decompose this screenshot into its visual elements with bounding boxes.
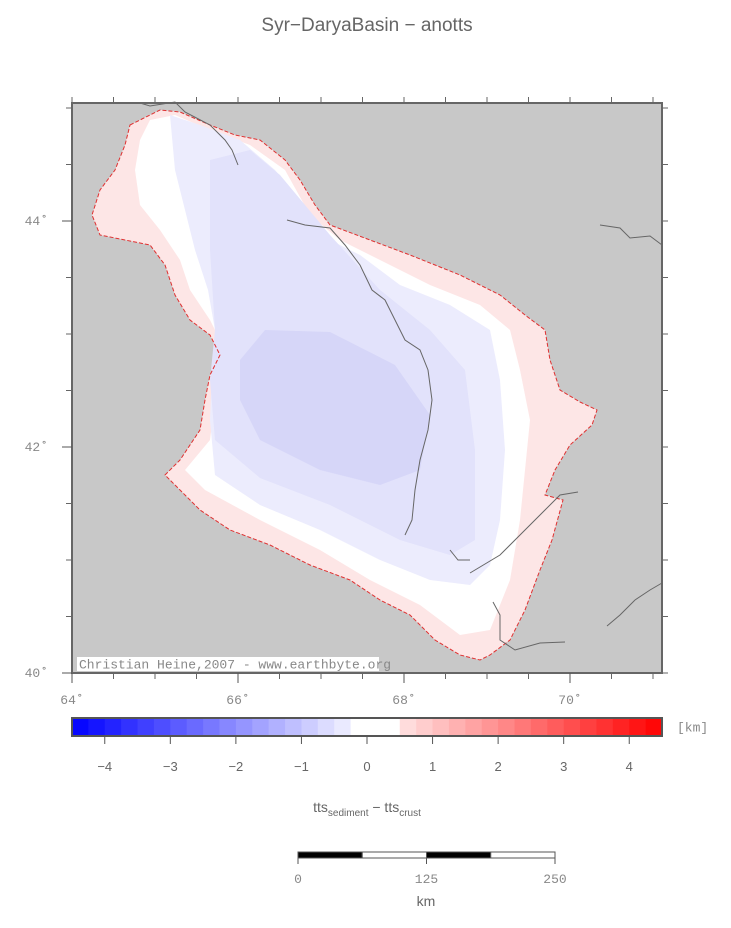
lon-tick-label: 64˚ bbox=[60, 693, 83, 708]
colorbar-unit: [km] bbox=[677, 720, 708, 735]
basin-outline bbox=[91, 109, 598, 661]
colorbar-swatch bbox=[153, 718, 171, 736]
colorbar-swatch bbox=[563, 718, 581, 736]
river bbox=[469, 491, 579, 574]
river bbox=[606, 582, 663, 627]
lat-tick-label: 44˚ bbox=[25, 214, 48, 229]
colorbar-swatch bbox=[399, 718, 417, 736]
colorbar bbox=[71, 718, 663, 736]
colorbar-swatch bbox=[530, 718, 548, 736]
basin-deep bbox=[240, 330, 430, 485]
colorbar-swatch bbox=[170, 718, 188, 736]
colorbar-swatch bbox=[285, 718, 302, 736]
colorbar-swatch bbox=[629, 718, 647, 736]
colorbar-swatch bbox=[121, 718, 139, 736]
colorbar-swatch bbox=[88, 718, 106, 736]
colorbar-label: ttssediment − ttscrust bbox=[313, 799, 421, 819]
colorbar-swatch bbox=[268, 718, 286, 736]
map-frame: Christian Heine,2007 - www.earthbyte.org bbox=[71, 101, 663, 674]
colorbar-swatch bbox=[514, 718, 532, 736]
colorbar-swatch bbox=[498, 718, 516, 736]
scale-tick-label: 250 bbox=[543, 872, 566, 887]
river bbox=[599, 224, 663, 246]
credit-box bbox=[77, 657, 379, 671]
colorbar-swatch bbox=[350, 718, 368, 736]
colorbar-tick-label: −2 bbox=[228, 759, 243, 774]
colorbar-swatch bbox=[219, 718, 237, 736]
colorbar-swatch bbox=[645, 718, 663, 736]
lat-tick-label: 40˚ bbox=[25, 666, 48, 681]
label-part: − tts bbox=[368, 799, 399, 815]
river bbox=[492, 601, 566, 651]
credit: Christian Heine,2007 - www.earthbyte.org bbox=[79, 657, 391, 672]
colorbar-swatch bbox=[612, 718, 630, 736]
colorbar-swatch bbox=[301, 718, 319, 736]
river bbox=[449, 549, 470, 561]
scale-tick-label: 125 bbox=[415, 872, 438, 887]
colorbar-tick-label: 3 bbox=[560, 759, 567, 774]
lon-tick-label: 66˚ bbox=[226, 693, 249, 708]
colorbar-swatch bbox=[367, 718, 384, 736]
label-part: tts bbox=[313, 799, 328, 815]
colorbar-swatch bbox=[465, 718, 483, 736]
colorbar-swatch bbox=[186, 718, 204, 736]
colorbar-swatch bbox=[252, 718, 270, 736]
colorbar-swatch bbox=[596, 718, 614, 736]
colorbar-swatch bbox=[334, 718, 352, 736]
colorbar-swatch bbox=[432, 718, 450, 736]
colorbar-tick-label: 1 bbox=[429, 759, 436, 774]
colorbar-swatch bbox=[383, 718, 401, 736]
scale-unit: km bbox=[417, 893, 436, 909]
colorbar-tick-label: 2 bbox=[495, 759, 502, 774]
colorbar-tick-label: 4 bbox=[626, 759, 633, 774]
colorbar-swatch bbox=[317, 718, 335, 736]
title: Syr−DaryaBasin − anotts bbox=[261, 15, 472, 36]
map-border bbox=[71, 102, 663, 674]
lon-tick-label: 68˚ bbox=[392, 693, 415, 708]
lon-tick-label: 70˚ bbox=[558, 693, 581, 708]
colorbar-swatch bbox=[137, 718, 155, 736]
colorbar-swatch bbox=[203, 718, 220, 736]
colorbar-swatch bbox=[448, 718, 466, 736]
river bbox=[286, 219, 433, 536]
lat-tick-label: 42˚ bbox=[25, 440, 48, 455]
scale-tick-label: 0 bbox=[294, 872, 302, 887]
colorbar-swatch bbox=[416, 718, 434, 736]
colorbar-swatch bbox=[235, 718, 253, 736]
colorbar-tick-label: −3 bbox=[163, 759, 178, 774]
colorbar-swatch bbox=[481, 718, 499, 736]
rivers bbox=[139, 101, 663, 651]
colorbar-swatch bbox=[580, 718, 597, 736]
scale-segment bbox=[297, 851, 363, 859]
label-part: sediment bbox=[328, 808, 369, 819]
scale-segment bbox=[490, 851, 556, 859]
river bbox=[139, 101, 239, 166]
colorbar-tick-label: 0 bbox=[363, 759, 370, 774]
colorbar-swatch bbox=[104, 718, 122, 736]
scale-segment bbox=[426, 851, 492, 859]
colorbar-tick-label: −1 bbox=[294, 759, 309, 774]
colorbar-tick-label: −4 bbox=[97, 759, 112, 774]
label-part: crust bbox=[399, 808, 421, 819]
scale-segment bbox=[361, 851, 427, 859]
colorbar-swatch bbox=[547, 718, 565, 736]
colorbar-swatch bbox=[71, 718, 89, 736]
